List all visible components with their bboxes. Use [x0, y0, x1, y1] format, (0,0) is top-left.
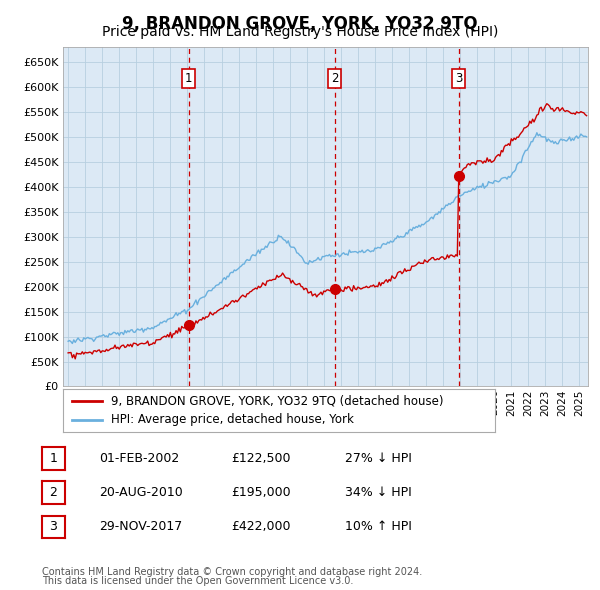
Text: HPI: Average price, detached house, York: HPI: Average price, detached house, York	[110, 414, 353, 427]
Text: 27% ↓ HPI: 27% ↓ HPI	[345, 452, 412, 465]
Text: 1: 1	[185, 71, 193, 84]
Text: 20-AUG-2010: 20-AUG-2010	[99, 486, 183, 499]
Text: This data is licensed under the Open Government Licence v3.0.: This data is licensed under the Open Gov…	[42, 576, 353, 586]
Text: £195,000: £195,000	[231, 486, 290, 499]
Text: 3: 3	[49, 520, 58, 533]
Text: 29-NOV-2017: 29-NOV-2017	[99, 520, 182, 533]
Text: 34% ↓ HPI: 34% ↓ HPI	[345, 486, 412, 499]
Text: 01-FEB-2002: 01-FEB-2002	[99, 452, 179, 465]
Text: 2: 2	[331, 71, 338, 84]
Text: 10% ↑ HPI: 10% ↑ HPI	[345, 520, 412, 533]
Text: 1: 1	[49, 452, 58, 465]
Text: £122,500: £122,500	[231, 452, 290, 465]
Text: 9, BRANDON GROVE, YORK, YO32 9TQ: 9, BRANDON GROVE, YORK, YO32 9TQ	[122, 15, 478, 33]
Text: £422,000: £422,000	[231, 520, 290, 533]
Text: Contains HM Land Registry data © Crown copyright and database right 2024.: Contains HM Land Registry data © Crown c…	[42, 567, 422, 577]
Text: Price paid vs. HM Land Registry's House Price Index (HPI): Price paid vs. HM Land Registry's House …	[102, 25, 498, 40]
Text: 9, BRANDON GROVE, YORK, YO32 9TQ (detached house): 9, BRANDON GROVE, YORK, YO32 9TQ (detach…	[110, 395, 443, 408]
Text: 3: 3	[455, 71, 463, 84]
Text: 2: 2	[49, 486, 58, 499]
